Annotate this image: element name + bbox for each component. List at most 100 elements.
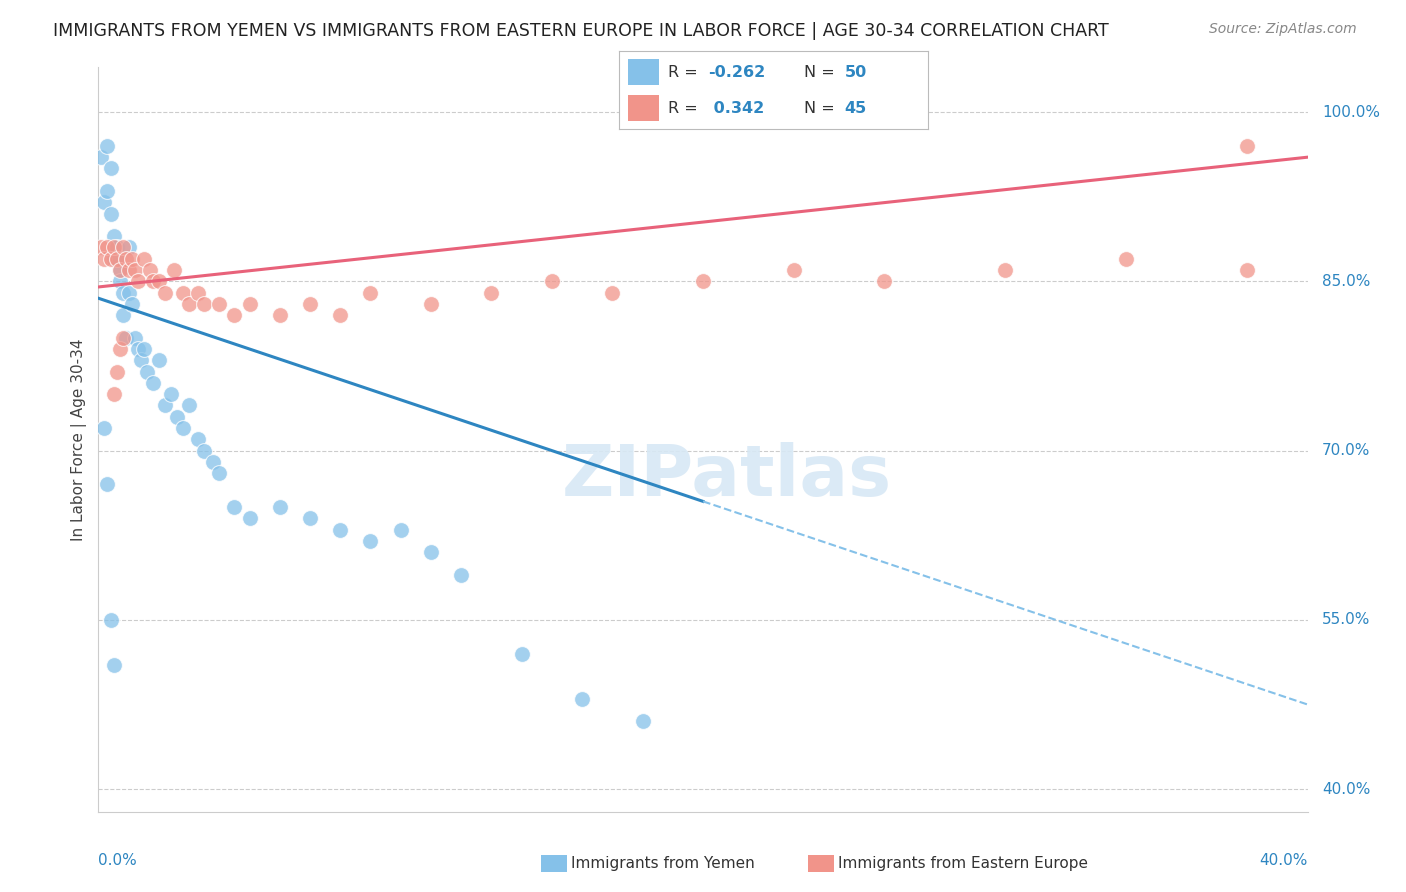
Point <box>93 252 115 266</box>
Text: R =: R = <box>668 101 703 116</box>
Point <box>105 252 128 266</box>
Point <box>142 274 165 288</box>
Point <box>329 308 352 322</box>
Bar <box>628 59 659 86</box>
Point <box>193 443 215 458</box>
Point <box>450 567 472 582</box>
Point <box>93 195 115 210</box>
Point <box>132 342 155 356</box>
Text: 85.0%: 85.0% <box>1322 274 1371 289</box>
Point <box>1236 139 1258 153</box>
Point <box>124 331 146 345</box>
Point <box>299 511 322 525</box>
Point <box>96 477 118 491</box>
Point <box>111 285 134 300</box>
Point <box>239 297 262 311</box>
Point <box>269 500 291 514</box>
Point <box>420 545 443 559</box>
Point <box>90 150 112 164</box>
Point <box>111 240 134 254</box>
Text: N =: N = <box>804 64 841 79</box>
Point <box>510 647 533 661</box>
Point <box>90 240 112 254</box>
Point <box>105 365 128 379</box>
Point <box>208 466 231 480</box>
Point <box>103 387 125 401</box>
Point <box>100 206 122 220</box>
Point <box>118 240 141 254</box>
Point <box>420 297 443 311</box>
Point <box>179 399 201 413</box>
Point <box>1115 252 1137 266</box>
Point <box>103 240 125 254</box>
Point <box>96 184 118 198</box>
Text: 70.0%: 70.0% <box>1322 443 1371 458</box>
Point <box>631 714 654 729</box>
Point <box>269 308 291 322</box>
Point <box>96 139 118 153</box>
Point <box>148 274 170 288</box>
Point <box>108 263 131 277</box>
Point <box>129 353 152 368</box>
Point <box>360 285 382 300</box>
Text: -0.262: -0.262 <box>709 64 766 79</box>
Point <box>121 252 143 266</box>
Point <box>127 274 149 288</box>
Text: ZIPatlas: ZIPatlas <box>562 442 893 511</box>
Text: 50: 50 <box>845 64 866 79</box>
Point <box>118 285 141 300</box>
Point <box>139 263 162 277</box>
Point <box>100 252 122 266</box>
Point <box>193 297 215 311</box>
Point <box>114 331 136 345</box>
Point <box>692 274 714 288</box>
Point <box>132 252 155 266</box>
Bar <box>628 95 659 121</box>
Text: Immigrants from Yemen: Immigrants from Yemen <box>571 856 755 871</box>
Y-axis label: In Labor Force | Age 30-34: In Labor Force | Age 30-34 <box>72 338 87 541</box>
Point <box>163 263 186 277</box>
Point <box>873 274 896 288</box>
Point <box>103 252 125 266</box>
Point <box>360 533 382 548</box>
Point <box>160 387 183 401</box>
Point <box>994 263 1017 277</box>
Point <box>124 263 146 277</box>
Point <box>100 613 122 627</box>
Point <box>118 263 141 277</box>
Point <box>111 331 134 345</box>
Point <box>100 161 122 176</box>
Text: IMMIGRANTS FROM YEMEN VS IMMIGRANTS FROM EASTERN EUROPE IN LABOR FORCE | AGE 30-: IMMIGRANTS FROM YEMEN VS IMMIGRANTS FROM… <box>53 22 1109 40</box>
Point <box>121 297 143 311</box>
Text: 0.0%: 0.0% <box>98 853 138 868</box>
Point <box>571 691 593 706</box>
Point <box>540 274 562 288</box>
Point <box>135 365 157 379</box>
Point <box>239 511 262 525</box>
Point <box>179 297 201 311</box>
Point <box>153 399 176 413</box>
Point <box>96 240 118 254</box>
Point <box>202 455 225 469</box>
Point <box>148 353 170 368</box>
Text: 40.0%: 40.0% <box>1260 853 1308 868</box>
Point <box>111 308 134 322</box>
Point <box>172 421 194 435</box>
Point <box>108 263 131 277</box>
Text: 0.342: 0.342 <box>709 101 765 116</box>
Point <box>108 274 131 288</box>
Point <box>93 421 115 435</box>
Point <box>105 240 128 254</box>
Point <box>172 285 194 300</box>
Point <box>127 342 149 356</box>
Point <box>187 433 209 447</box>
Point <box>142 376 165 390</box>
Text: Immigrants from Eastern Europe: Immigrants from Eastern Europe <box>838 856 1088 871</box>
Text: Source: ZipAtlas.com: Source: ZipAtlas.com <box>1209 22 1357 37</box>
Point <box>105 252 128 266</box>
Point <box>481 285 503 300</box>
Point <box>329 523 352 537</box>
Point <box>103 658 125 673</box>
Point <box>602 285 624 300</box>
Text: R =: R = <box>668 64 703 79</box>
